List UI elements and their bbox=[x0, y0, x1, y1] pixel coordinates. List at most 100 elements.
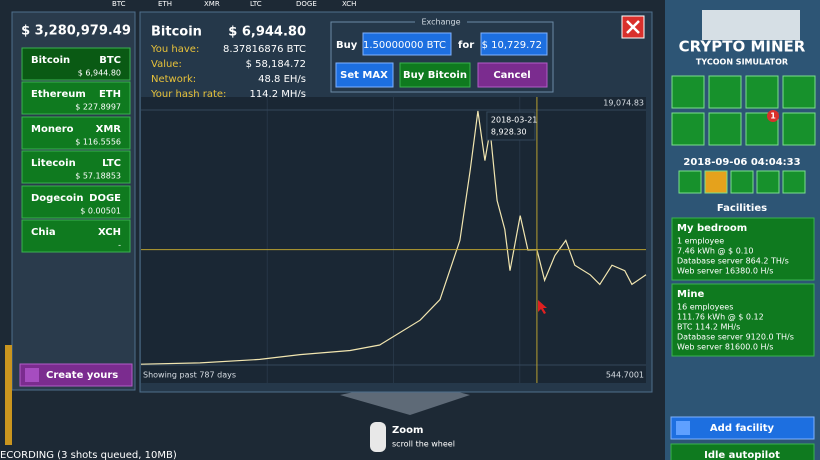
coin-symbol: DOGE bbox=[89, 193, 121, 204]
badge: 1 bbox=[770, 112, 776, 121]
coin-price: $ 0.00501 bbox=[80, 207, 121, 216]
datetime: 2018-09-06 04:04:33 bbox=[683, 157, 800, 168]
balance: $ 3,280,979.49 bbox=[21, 24, 131, 39]
facility-card[interactable] bbox=[671, 283, 815, 357]
facility-line: 16 employees bbox=[677, 303, 733, 312]
facility-line: 111.76 kWh @ $ 0.12 bbox=[677, 313, 764, 322]
ticker-label: XMR bbox=[204, 0, 220, 8]
coin-name: Chia bbox=[31, 227, 56, 238]
coin-button[interactable] bbox=[21, 150, 131, 184]
logo-art bbox=[702, 10, 800, 40]
coin-symbol: ETH bbox=[99, 89, 121, 100]
facility-line: 7.46 kWh @ $ 0.10 bbox=[677, 247, 754, 256]
coin-price: - bbox=[118, 241, 121, 250]
logo-subtitle: TYCOON SIMULATOR bbox=[696, 58, 788, 67]
for-label: for bbox=[458, 40, 474, 51]
buy-button-label: Buy Bitcoin bbox=[403, 70, 467, 81]
add-facility-button[interactable] bbox=[670, 416, 815, 440]
tooltip-value: 8,928.30 bbox=[491, 128, 527, 137]
facility-name: Mine bbox=[677, 289, 704, 300]
facility-line: Web server 16380.0 H/s bbox=[677, 267, 773, 276]
hint-title: Zoom bbox=[392, 425, 423, 436]
speed-button[interactable] bbox=[678, 170, 702, 194]
tooltip bbox=[486, 111, 536, 141]
price-line bbox=[140, 110, 647, 365]
cost: $ 10,729.72 bbox=[482, 40, 542, 51]
autopilot-label: Idle autopilot bbox=[704, 450, 780, 460]
amount: 1.50000000 BTC bbox=[363, 40, 446, 51]
stat-value: $ 58,184.72 bbox=[246, 59, 306, 70]
stat-value: 114.2 MH/s bbox=[249, 89, 306, 100]
logo-title: CRYPTO MINER bbox=[679, 38, 806, 56]
exchange-title-bg bbox=[415, 17, 467, 27]
ticker-label: LTC bbox=[250, 0, 262, 8]
stat-label: Value: bbox=[151, 59, 182, 70]
stat-value: 8.37816876 BTC bbox=[223, 44, 306, 55]
create-button[interactable] bbox=[19, 363, 133, 387]
cancel-label: Cancel bbox=[493, 70, 530, 81]
coin-price: $ 227.8997 bbox=[75, 103, 121, 112]
stat-label: You have: bbox=[150, 44, 199, 55]
set-max-label: Set MAX bbox=[340, 70, 388, 81]
menu-icon[interactable] bbox=[782, 75, 816, 109]
facility-line: 1 employee bbox=[677, 237, 724, 246]
coin-price: $ 6,944.80 bbox=[78, 69, 121, 78]
facility-card[interactable] bbox=[671, 217, 815, 281]
menu-icon[interactable] bbox=[671, 75, 705, 109]
coin-name: Dogecoin bbox=[31, 193, 83, 204]
speed-button[interactable] bbox=[782, 170, 806, 194]
coin-name: Litecoin bbox=[31, 158, 76, 169]
create-label: Create yours bbox=[46, 370, 118, 381]
facility-line: Database server 9120.0 TH/s bbox=[677, 333, 794, 342]
coin-title: Bitcoin bbox=[151, 25, 202, 40]
set-max-button[interactable] bbox=[335, 62, 394, 88]
plus-icon bbox=[25, 368, 39, 382]
speed-button[interactable] bbox=[756, 170, 780, 194]
coin-symbol: BTC bbox=[99, 55, 121, 66]
stat-label: Your hash rate: bbox=[150, 89, 226, 100]
cancel-button[interactable] bbox=[477, 62, 548, 88]
recording: ECORDING (3 shots queued, 10MB) bbox=[0, 450, 177, 460]
autopilot-button[interactable] bbox=[670, 443, 815, 460]
chart-caption: Showing past 787 days bbox=[143, 371, 236, 380]
menu-icon[interactable] bbox=[782, 112, 816, 146]
facility-name: My bedroom bbox=[677, 223, 747, 234]
coin-name: Ethereum bbox=[31, 89, 86, 100]
speed-button[interactable] bbox=[730, 170, 754, 194]
tooltip-date: 2018-03-21 bbox=[491, 116, 538, 125]
coin-button[interactable] bbox=[21, 185, 131, 219]
coin-price: $ 6,944.80 bbox=[228, 25, 306, 40]
y-tick-label: 544.7001 bbox=[606, 371, 644, 380]
ticker-label: DOGE bbox=[296, 0, 317, 8]
coin-symbol: LTC bbox=[102, 158, 121, 169]
buy-button[interactable] bbox=[399, 62, 471, 88]
ticker-label: BTC bbox=[112, 0, 126, 8]
coin-button[interactable] bbox=[21, 81, 131, 115]
buy-label: Buy bbox=[336, 40, 358, 51]
menu-icon[interactable] bbox=[708, 112, 742, 146]
menu-icon[interactable] bbox=[671, 112, 705, 146]
add-facility-label: Add facility bbox=[710, 423, 775, 434]
coin-button[interactable] bbox=[21, 47, 131, 81]
badge-bg bbox=[767, 110, 779, 122]
exchange-title: Exchange bbox=[421, 18, 460, 27]
coin-name: Monero bbox=[31, 124, 74, 135]
facility-line: Web server 81600.0 H/s bbox=[677, 343, 773, 352]
menu-icon[interactable] bbox=[745, 75, 779, 109]
menu-icon[interactable] bbox=[708, 75, 742, 109]
coin-price: $ 57.18853 bbox=[75, 172, 121, 181]
amount-input[interactable] bbox=[362, 32, 452, 56]
speed-button[interactable] bbox=[704, 170, 728, 194]
hint-text: scroll the wheel bbox=[392, 440, 455, 449]
coin-name: Bitcoin bbox=[31, 55, 70, 66]
facilities-title: Facilities bbox=[717, 203, 767, 214]
cost-input[interactable] bbox=[480, 32, 548, 56]
mouse-icon bbox=[370, 422, 386, 452]
ticker-label: ETH bbox=[158, 0, 172, 8]
coin-button[interactable] bbox=[21, 219, 131, 253]
coin-symbol: XCH bbox=[98, 227, 121, 238]
coin-button[interactable] bbox=[21, 116, 131, 150]
facility-line: BTC 114.2 MH/s bbox=[677, 323, 740, 332]
